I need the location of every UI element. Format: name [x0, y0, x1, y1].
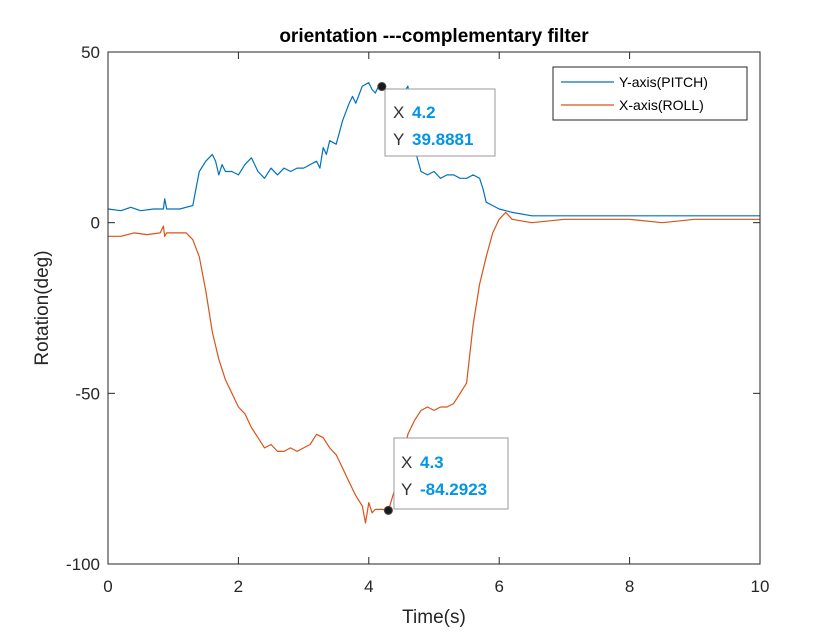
y-axis-label: Rotation(deg): [32, 250, 53, 365]
datatip-roll[interactable]: X 4.3 Y -84.2923: [393, 437, 509, 510]
legend-label-pitch: Y-axis(PITCH): [619, 74, 708, 90]
y-tick-label: -50: [75, 384, 100, 403]
axes-frame: [107, 51, 761, 565]
datatip-roll-x-value: 4.3: [420, 453, 444, 472]
datatip-roll-box: [393, 437, 509, 510]
chart-title: orientation ---complementary filter: [279, 26, 589, 47]
y-tick-label: -100: [66, 555, 100, 574]
datatip-pitch-y-key: Y: [393, 130, 404, 149]
legend-box: [552, 66, 748, 121]
x-axis-label: Time(s): [402, 607, 466, 628]
y-tick-label: 50: [81, 43, 100, 62]
x-tick-label: 4: [364, 577, 373, 596]
datatip-roll-y-key: Y: [401, 480, 412, 499]
datatip-marker[interactable]: [383, 505, 393, 515]
x-tick-label: 6: [494, 577, 503, 596]
y-tick-label: 0: [91, 214, 100, 233]
axis-ticks: 0 2 4 6 8 10 -100 -50 0 50: [66, 43, 769, 596]
x-tick-label: 8: [625, 577, 634, 596]
series-line-1[interactable]: [108, 211, 760, 524]
x-tick-label: 2: [234, 577, 243, 596]
legend[interactable]: Y-axis(PITCH) X-axis(ROLL): [552, 66, 748, 121]
x-tick-label: 0: [103, 577, 112, 596]
plot-area: [107, 82, 760, 524]
datatip-pitch-x-key: X: [393, 103, 404, 122]
datatip-pitch-y-value: 39.8881: [412, 130, 473, 149]
legend-label-roll: X-axis(ROLL): [619, 97, 704, 113]
x-tick-label: 10: [751, 577, 770, 596]
datatip-roll-y-value: -84.2923: [420, 480, 487, 499]
datatip-pitch[interactable]: X 4.2 Y 39.8881: [384, 88, 496, 157]
datatip-pitch-x-value: 4.2: [412, 103, 436, 122]
datatip-marker[interactable]: [377, 82, 387, 92]
datatip-markers: [377, 82, 393, 515]
series-line-0[interactable]: [107, 82, 760, 217]
datatip-roll-x-key: X: [401, 453, 412, 472]
datatip-pitch-box: [384, 88, 496, 157]
